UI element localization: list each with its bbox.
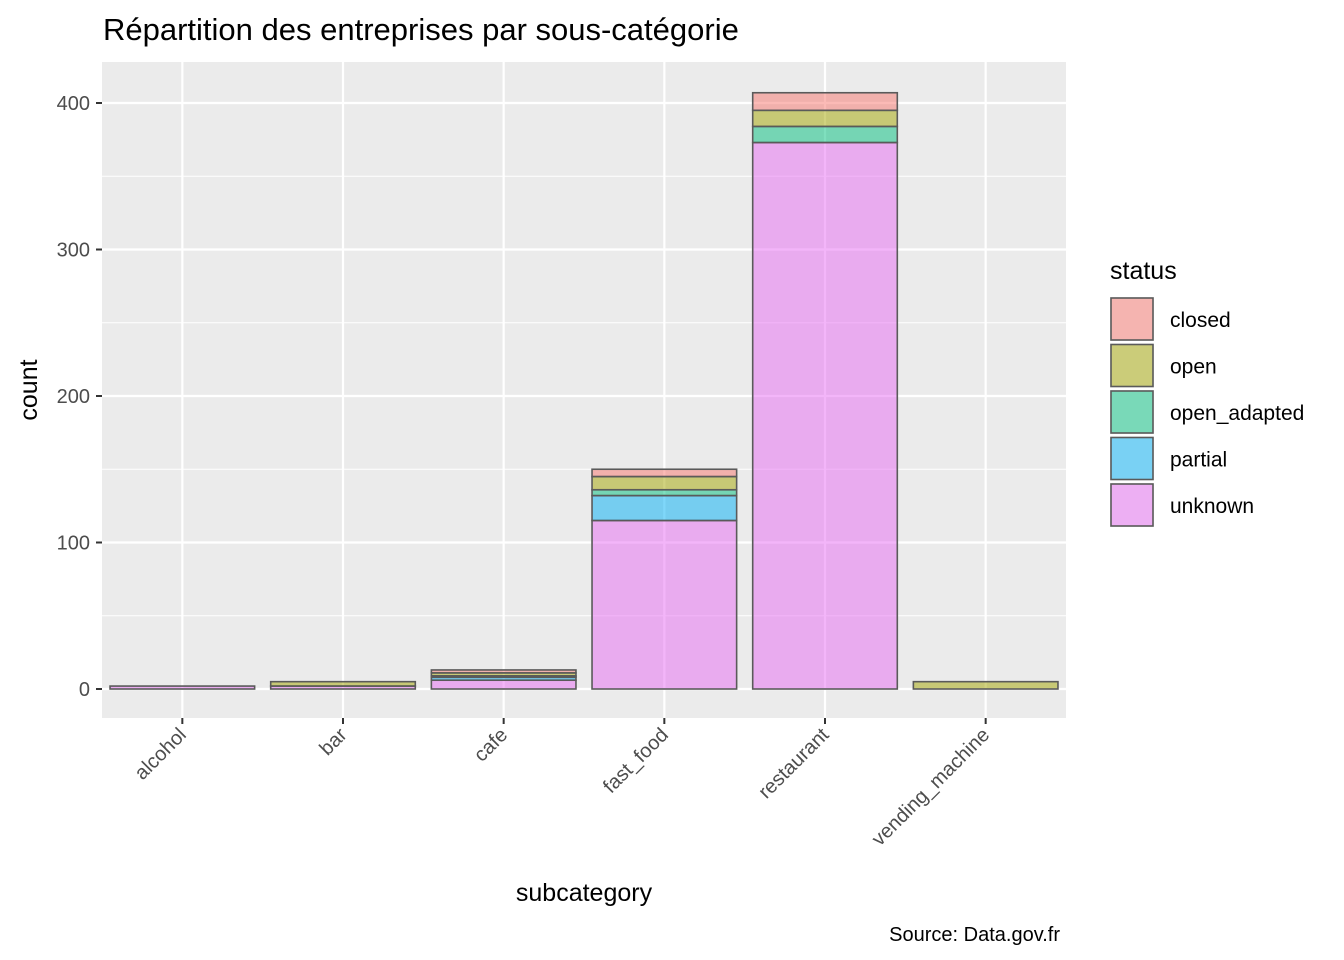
- grid-minor: [102, 175, 1066, 617]
- y-tick-label: 400: [57, 93, 90, 115]
- y-tick-label: 300: [57, 240, 90, 262]
- x-tick-label: vending_machine: [868, 724, 994, 850]
- bar-restaurant-closed: [751, 91, 899, 112]
- bar-restaurant-open: [751, 109, 899, 128]
- x-axis-ticks: alcohol bar cafe fast_food restaurant vending…: [130, 718, 994, 850]
- legend-swatch-open: [1110, 343, 1154, 388]
- bar-restaurant-open_adapted: [751, 125, 899, 144]
- y-axis-label: count: [15, 359, 43, 420]
- bar-fast_food-open_adapted: [591, 488, 738, 497]
- bar-cafe-unknown: [430, 679, 577, 690]
- bar-fast_food-unknown: [591, 519, 738, 690]
- x-tick-label: cafe: [470, 724, 512, 766]
- y-tick-label: 200: [57, 386, 90, 408]
- legend-swatch-partial: [1110, 436, 1154, 481]
- bar-fast_food-partial: [591, 494, 738, 522]
- x-tick-label: fast_food: [599, 724, 673, 798]
- legend-swatch-unknown: [1110, 483, 1154, 527]
- legend-title: status: [1110, 257, 1177, 285]
- bar-restaurant-unknown: [751, 141, 899, 690]
- x-tick-label: bar: [316, 724, 352, 760]
- bar-fast_food-closed: [591, 468, 738, 478]
- bar-fast_food-open: [591, 475, 738, 491]
- bar-bar-open: [269, 680, 417, 687]
- legend-label-open: open: [1170, 356, 1217, 379]
- bar-cafe-closed: [430, 669, 577, 674]
- y-tick-label: 0: [79, 679, 90, 701]
- legend-swatch-open_adapted: [1110, 390, 1154, 434]
- bar-vending_machine-open: [912, 680, 1059, 690]
- legend-label-open_adapted: open_adapted: [1170, 402, 1304, 425]
- x-axis-label: subcategory: [516, 879, 653, 907]
- x-tick-label: alcohol: [130, 724, 190, 784]
- chart-title: Répartition des entreprises par sous-cat…: [103, 12, 739, 47]
- x-tick-label: restaurant: [754, 724, 834, 804]
- y-axis-ticks: 0 100 200 300 400: [57, 93, 102, 701]
- legend-label-closed: closed: [1170, 309, 1231, 332]
- chart-caption: Source: Data.gov.fr: [889, 924, 1060, 946]
- bars: [109, 91, 1059, 690]
- bar-alcohol-unknown: [109, 685, 256, 690]
- legend-label-partial: partial: [1170, 449, 1227, 472]
- legend-label-unknown: unknown: [1170, 495, 1254, 518]
- plot-panel: [102, 62, 1066, 718]
- y-tick-label: 100: [57, 533, 90, 555]
- legend-swatch-closed: [1110, 297, 1154, 341]
